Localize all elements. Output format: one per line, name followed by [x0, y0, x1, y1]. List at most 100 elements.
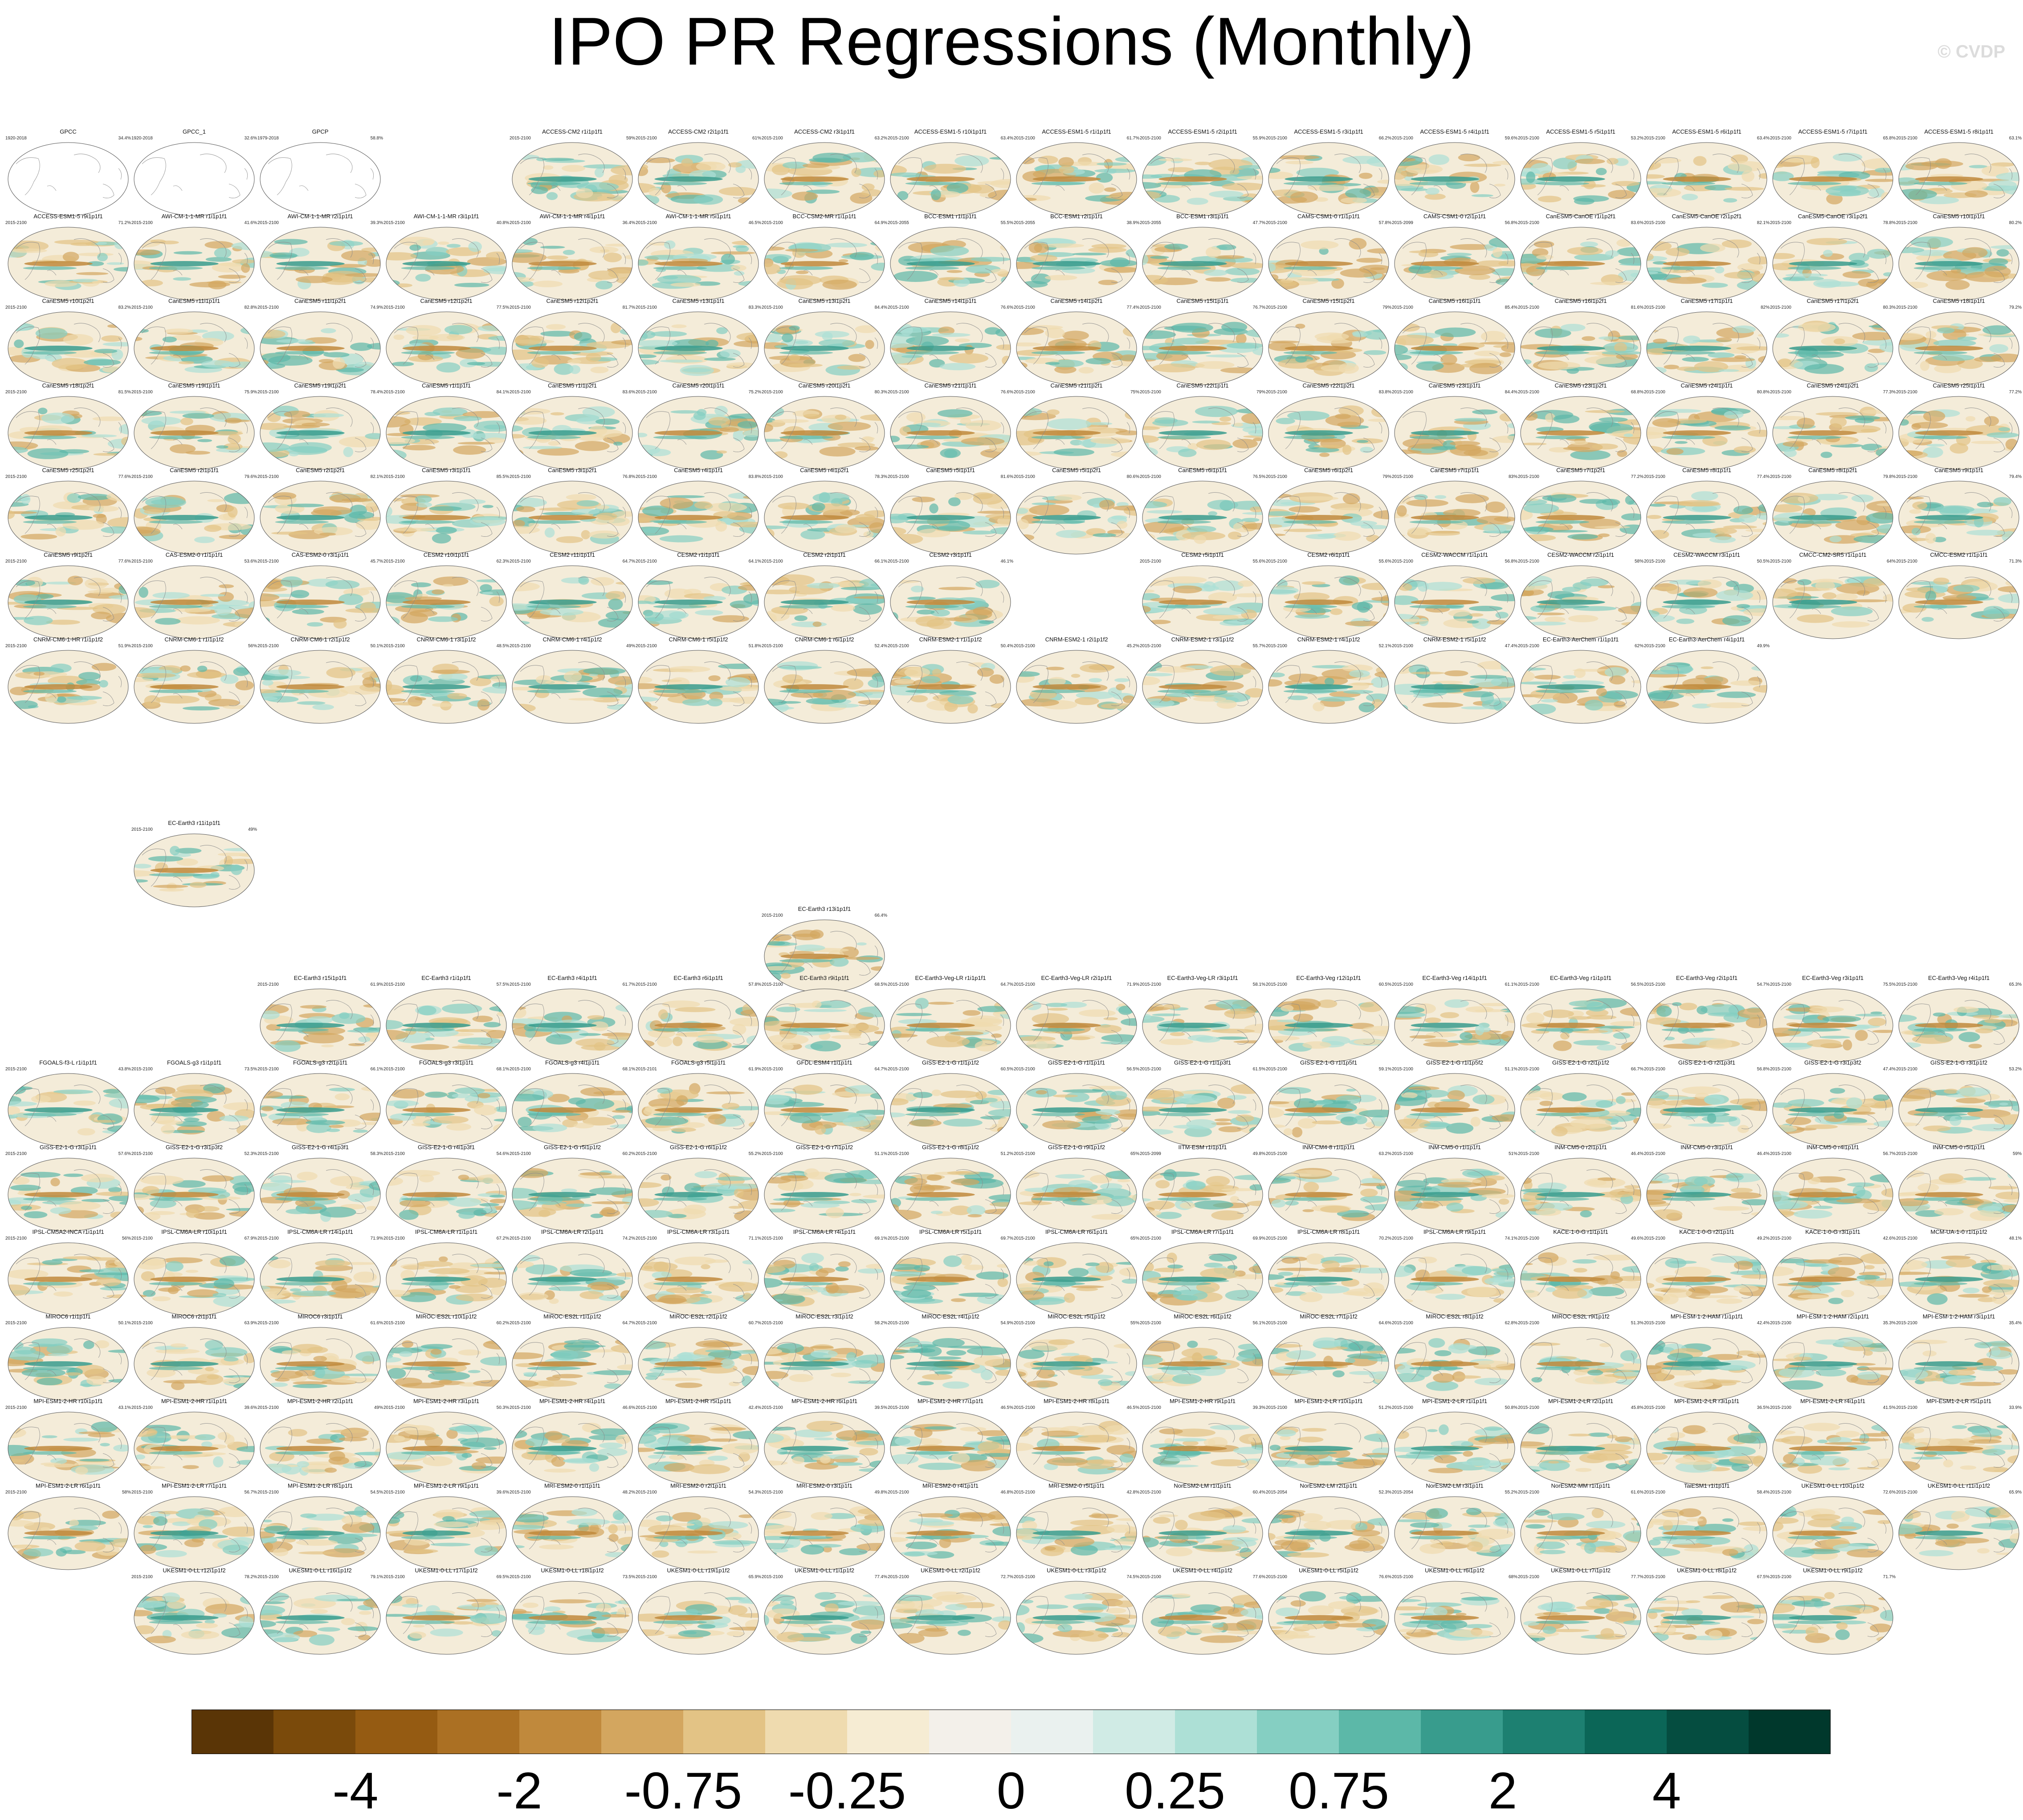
panel-percent: 79%	[1382, 474, 1391, 479]
panel-title: CNRM-ESM2-1 r1i1p1f2	[919, 636, 982, 643]
map-panel: CESM2-WACCM r1i1p1f1 2015-2100 56.8%	[1392, 551, 1517, 641]
panel-percent: 55.6%	[1252, 559, 1265, 564]
map-panel: UKESM1-0-LL r18i1p1f2 2015-2100 73.5%	[510, 1567, 635, 1657]
panel-percent: 55.6%	[1379, 559, 1391, 564]
panel-percent: 68.1%	[622, 1067, 635, 1072]
panel-title: UKESM1-0-LL r5i1p1f2	[1299, 1567, 1358, 1574]
panel-title: TaiESM1 r1i1p1f1	[1684, 1482, 1730, 1489]
panel-title: CanESM5-CanOE r2i1p2f1	[1672, 213, 1742, 220]
map-panel: CESM2 r11i1p1f1 2015-2100 64.7%	[510, 551, 635, 641]
panel-years: 2015-2099	[1140, 1151, 1161, 1156]
map-panel: IPSL-CM6A-LR r2i1p1f1 2015-2100 74.2%	[510, 1228, 635, 1318]
regression-map	[8, 1327, 129, 1401]
panel-title: CanESM5 r10i1p1f1	[1933, 213, 1985, 220]
panel-years: 2015-2100	[1266, 1236, 1287, 1241]
panel-percent: 35.4%	[2009, 1321, 2022, 1326]
panel-percent: 82%	[1760, 305, 1770, 310]
panel-years: 2015-2100	[5, 1490, 27, 1495]
map-panel: EC-Earth3 r15i1p1f1 2015-2100 61.9%	[257, 975, 383, 1065]
panel-years: 2015-2100	[1896, 1151, 1917, 1156]
map-panel: EC-Earth3-Veg-LR r1i1p1f1 2015-2100 64.7%	[888, 975, 1013, 1065]
panel-percent: 51.9%	[118, 644, 131, 649]
regression-map	[1646, 565, 1767, 639]
panel-years: 2015-2100	[1518, 1490, 1539, 1495]
regression-map	[512, 311, 633, 385]
panel-title: CESM2-WACCM r2i1p1f1	[1547, 551, 1614, 558]
panel-percent: 57.8%	[1379, 220, 1391, 225]
panel-years: 2015-2100	[510, 474, 531, 479]
map-panel: CanESM5 r22i1p1f1 2015-2100 79%	[1140, 382, 1265, 472]
panel-years: 2015-2100	[131, 1405, 153, 1410]
colorbar-segment	[1339, 1710, 1421, 1754]
panel-title: CanESM5 r9i1p1f1	[1934, 467, 1983, 473]
map-panel: CanESM5 r9i1p1f1 2015-2100 79.4%	[1896, 467, 2022, 557]
regression-map	[1520, 227, 1641, 301]
panel-title: CNRM-CM6-1 r5i1p1f2	[669, 636, 728, 643]
panel-percent: 56%	[122, 1236, 131, 1241]
panel-percent: 55.9%	[1252, 136, 1265, 141]
map-panel: KACE-1-0-G r3i1p1f1 2015-2100 42.6%	[1770, 1228, 1896, 1318]
map-panel: CNRM-ESM2-1 r5i1p1f2 2015-2100 47.4%	[1392, 636, 1517, 726]
panel-years: 2015-2100	[1644, 559, 1665, 564]
panel-years: 2015-2100	[1266, 220, 1287, 225]
regression-map	[890, 1242, 1011, 1316]
panel-title: EC-Earth3 r6i1p1f1	[673, 975, 723, 981]
panel-percent: 46.6%	[622, 1405, 635, 1410]
panel-percent: 59.1%	[1379, 1067, 1391, 1072]
map-panel: MPI-ESM1-2-HR r4i1p1f1 2015-2100 46.6%	[510, 1398, 635, 1488]
panel-percent: 69.9%	[1252, 1236, 1265, 1241]
colorbar-segment	[1667, 1710, 1749, 1754]
panel-years: 2015-2100	[1140, 982, 1161, 987]
panel-years: 2015-2100	[510, 1490, 531, 1495]
panel-title: EC-Earth3-Veg r3i1p1f1	[1802, 975, 1864, 981]
panel-percent: 83%	[1508, 474, 1517, 479]
panel-years: 2015-2100	[383, 474, 405, 479]
panel-title: UKESM1-0-LL r17i1p1f2	[415, 1567, 478, 1574]
map-panel: TaiESM1 r1i1p1f1 2015-2100 58.4%	[1644, 1482, 1770, 1572]
regression-map	[1520, 1581, 1641, 1655]
panel-percent: 41.5%	[1883, 1405, 1896, 1410]
panel-title: GISS-E2-1-G r8i1p1f2	[922, 1144, 979, 1151]
panel-years: 2015-2100	[383, 1151, 405, 1156]
map-panel: ACCESS-ESM1-5 r4i1p1f1 2015-2100 59.6%	[1392, 128, 1517, 218]
panel-percent: 54.6%	[496, 1151, 509, 1156]
regression-map	[1772, 1327, 1893, 1401]
panel-title: CanESM5 r14i1p2f1	[1050, 298, 1103, 304]
map-panel: CanESM5 r13i1p2f1 2015-2100 84.4%	[762, 298, 887, 388]
panel-years: 2015-2100	[510, 1067, 531, 1072]
panel-years: 2015-2100	[1896, 1490, 1917, 1495]
regression-map	[1394, 1581, 1515, 1655]
panel-percent: 51.8%	[748, 644, 761, 649]
regression-map	[1394, 227, 1515, 301]
regression-map	[1646, 1581, 1767, 1655]
panel-percent: 65%	[1130, 1151, 1139, 1156]
panel-percent: 76.6%	[1000, 305, 1013, 310]
map-panel: GPCC 1920-2018 34.4%	[5, 128, 131, 218]
panel-title: MRI-ESM2-0 r1i1p1f1	[544, 1482, 600, 1489]
panel-title: CanESM5 r17i1p1f1	[1680, 298, 1733, 304]
map-panel: ACCESS-ESM1-5 r5i1p1f1 2015-2100 53.2%	[1518, 128, 1644, 218]
regression-map	[764, 919, 885, 993]
panel-percent: 54.5%	[370, 1490, 383, 1495]
panel-title: IITM-ESM r1i1p1f1	[1178, 1144, 1227, 1151]
panel-title: CanESM5 r6i1p1f1	[1178, 467, 1227, 473]
colorbar-segment	[519, 1710, 602, 1754]
map-panel: MPI-ESM1-2-LR r9i1p1f1 2015-2100 39.6%	[383, 1482, 509, 1572]
map-panel: IPSL-CM6A-LR r1i1p1f1 2015-2100 67.2%	[383, 1228, 509, 1318]
panel-years: 2015-2100	[762, 1490, 783, 1495]
regression-map	[1646, 1242, 1767, 1316]
panel-years: 2015-2100	[5, 390, 27, 395]
colorbar-segment	[1749, 1710, 1831, 1754]
regression-map	[1646, 311, 1767, 385]
map-panel: NorESM2-LM r2i1p1f1 2015-2054 52.3%	[1266, 1482, 1391, 1572]
panel-percent: 84.4%	[1505, 390, 1517, 395]
panel-title: MPI-ESM1-2-HR r9i1p1f1	[1169, 1398, 1236, 1404]
panel-title: CanESM5 r21i1p2f1	[1050, 382, 1103, 389]
panel-percent: 61.1%	[1505, 982, 1517, 987]
panel-years: 2015-2100	[888, 474, 909, 479]
regression-map	[1898, 227, 2019, 301]
map-panel: GPCP 1979-2018 58.8%	[257, 128, 383, 218]
colorbar-tick-label: -4	[332, 1762, 379, 1820]
map-panel: MPI-ESM1-2-LR r3i1p1f1 2015-2100 36.5%	[1644, 1398, 1770, 1488]
panel-years: 2015-2100	[1644, 1236, 1665, 1241]
